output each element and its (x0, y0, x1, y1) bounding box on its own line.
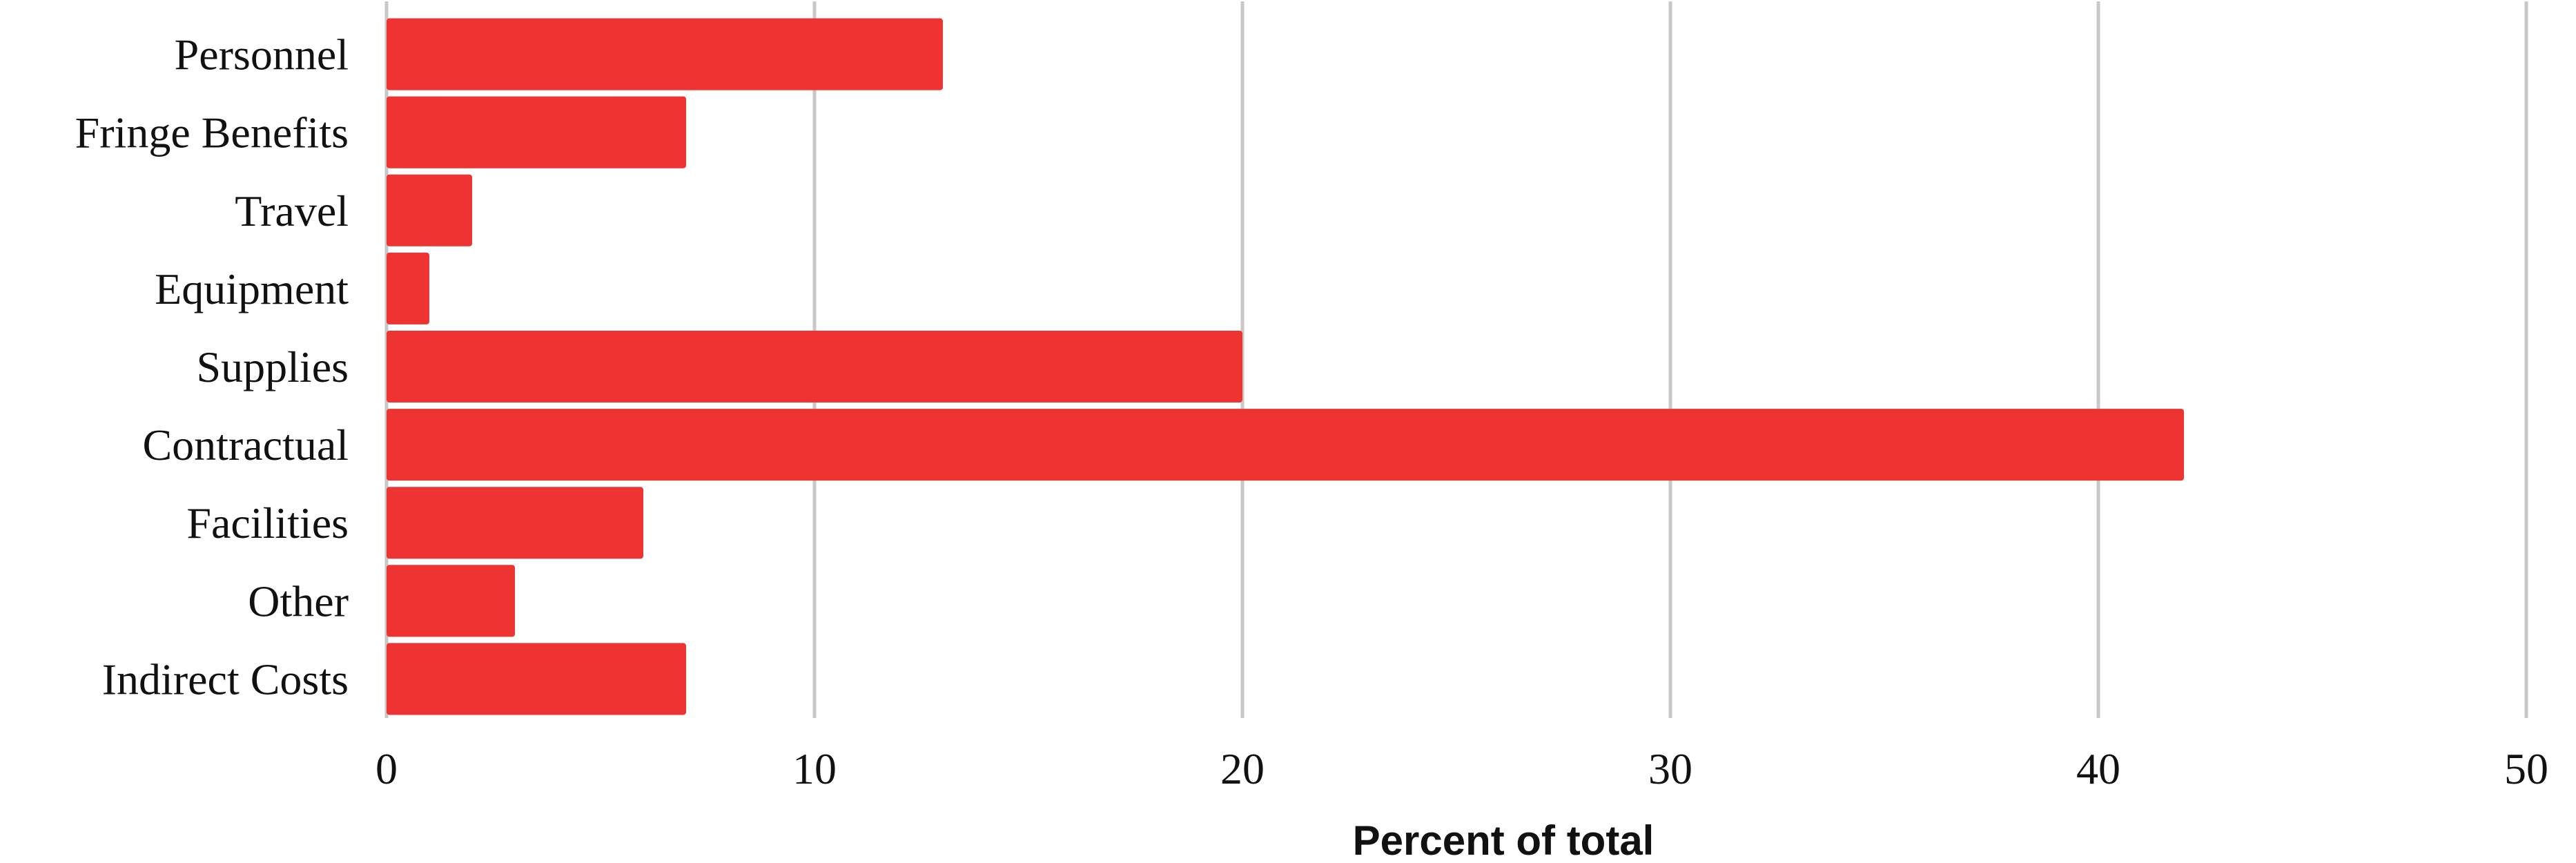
bar-other (387, 565, 515, 637)
x-tick-label-0: 0 (375, 744, 398, 793)
category-label-supplies: Supplies (197, 342, 349, 391)
x-tick-label-30: 30 (1648, 744, 1692, 793)
category-labels: Personnel Fringe Benefits Travel Equipment S… (75, 30, 349, 704)
bar-supplies (387, 330, 1242, 403)
bar-personnel (387, 18, 943, 90)
category-label-equipment: Equipment (155, 264, 349, 313)
x-tick-label-40: 40 (2076, 744, 2120, 793)
bar-travel (387, 174, 472, 246)
bar-contractual (387, 409, 2184, 481)
x-tick-label-50: 50 (2504, 744, 2548, 793)
bar-indirect-costs (387, 643, 686, 715)
category-label-indirect-costs: Indirect Costs (102, 654, 349, 704)
category-label-fringe-benefits: Fringe Benefits (75, 108, 349, 157)
x-tick-label-10: 10 (792, 744, 837, 793)
x-tick-label-20: 20 (1220, 744, 1265, 793)
bar-equipment (387, 252, 429, 324)
category-label-travel: Travel (235, 186, 349, 235)
category-label-other: Other (248, 576, 349, 626)
bars (387, 18, 2184, 715)
category-label-personnel: Personnel (175, 30, 349, 79)
x-tick-labels: 0 10 20 30 40 50 (375, 744, 2548, 793)
category-label-contractual: Contractual (142, 420, 349, 469)
x-axis-title: Percent of total (1353, 817, 1655, 863)
bar-fringe-benefits (387, 96, 686, 168)
category-label-facilities: Facilities (186, 498, 349, 547)
bar-facilities (387, 487, 643, 559)
